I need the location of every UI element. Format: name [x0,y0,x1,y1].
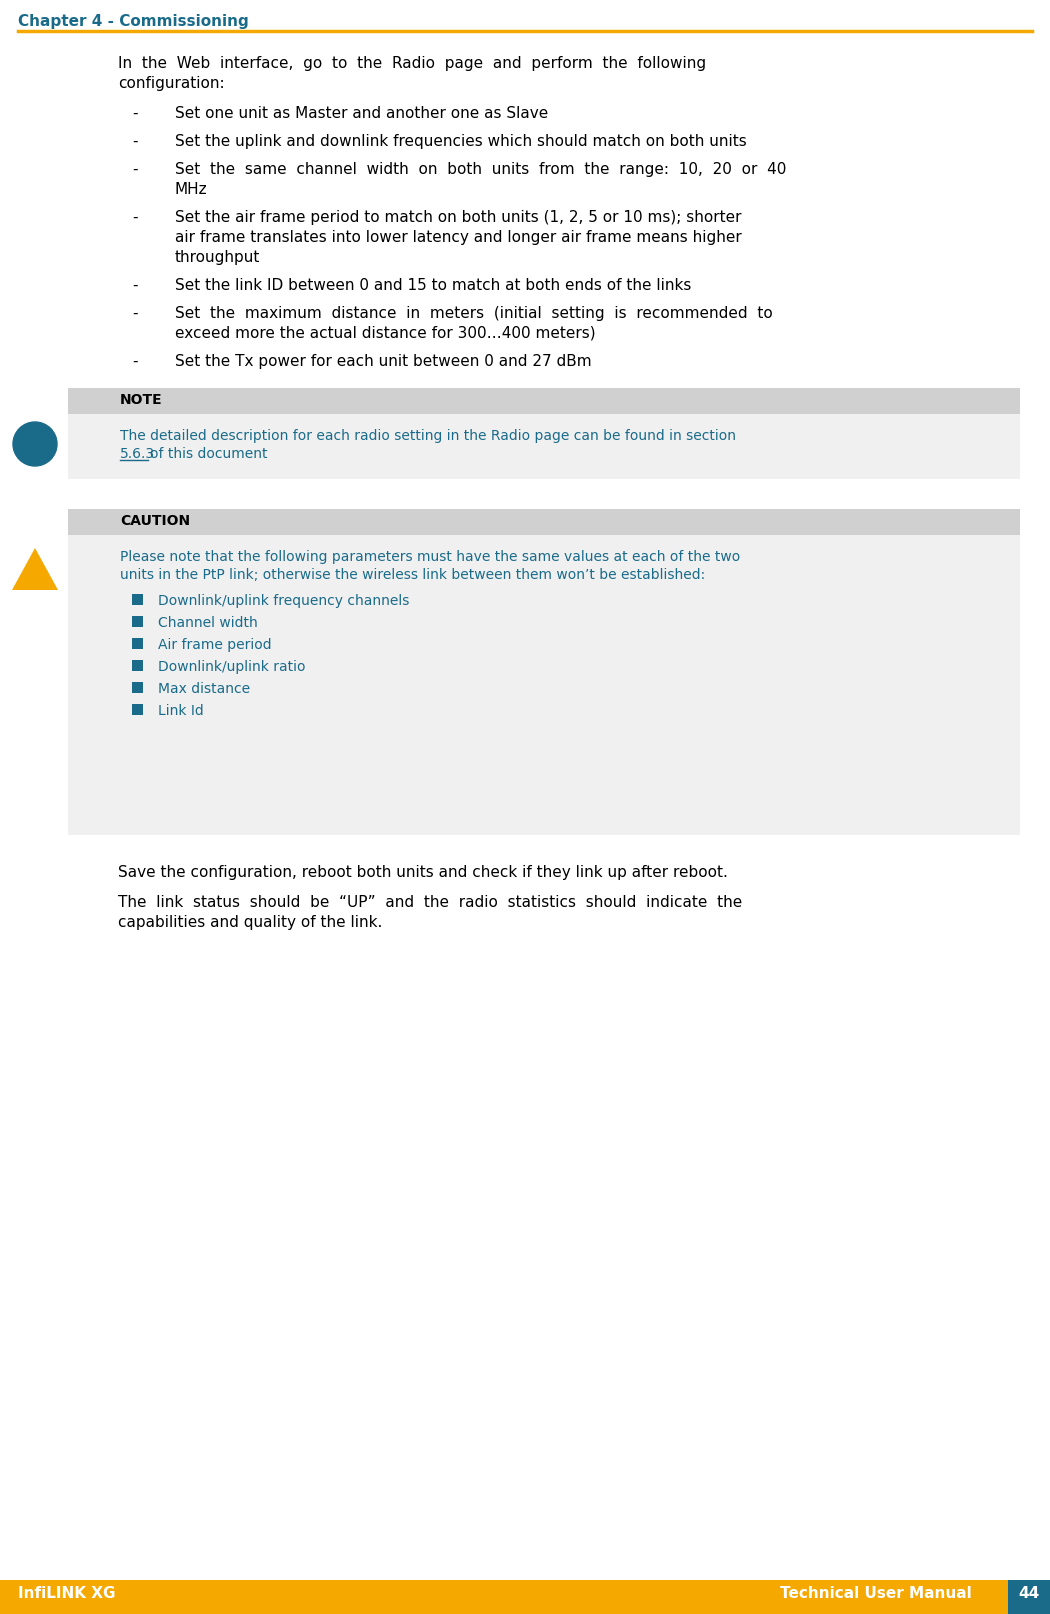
Text: Max distance: Max distance [158,683,250,696]
Text: Technical User Manual: Technical User Manual [780,1587,971,1601]
Text: -: - [132,210,138,224]
Text: !: ! [30,558,40,578]
FancyBboxPatch shape [132,638,143,649]
Text: -: - [132,161,138,178]
Text: MHz: MHz [175,182,208,197]
Text: 5.6.3: 5.6.3 [120,447,155,462]
FancyBboxPatch shape [68,415,1020,479]
Text: Set the Tx power for each unit between 0 and 27 dBm: Set the Tx power for each unit between 0… [175,353,591,370]
Text: -: - [132,107,138,121]
Text: InfiLINK XG: InfiLINK XG [18,1587,116,1601]
Text: Set  the  same  channel  width  on  both  units  from  the  range:  10,  20  or : Set the same channel width on both units… [175,161,786,178]
FancyBboxPatch shape [132,617,143,626]
Text: Please note that the following parameters must have the same values at each of t: Please note that the following parameter… [120,550,740,563]
Text: Save the configuration, reboot both units and check if they link up after reboot: Save the configuration, reboot both unit… [118,865,728,880]
Text: i: i [32,436,38,455]
Text: The detailed description for each radio setting in the Radio page can be found i: The detailed description for each radio … [120,429,736,442]
FancyBboxPatch shape [132,594,143,605]
Text: 44: 44 [1018,1587,1040,1601]
Text: -: - [132,134,138,148]
Text: of this document: of this document [150,447,268,462]
FancyBboxPatch shape [0,1580,1050,1614]
Text: throughput: throughput [175,250,260,265]
Text: -: - [132,353,138,370]
Text: NOTE: NOTE [120,392,163,407]
Text: In  the  Web  interface,  go  to  the  Radio  page  and  perform  the  following: In the Web interface, go to the Radio pa… [118,56,706,71]
Text: Set  the  maximum  distance  in  meters  (initial  setting  is  recommended  to: Set the maximum distance in meters (init… [175,307,773,321]
Text: Set the uplink and downlink frequencies which should match on both units: Set the uplink and downlink frequencies … [175,134,747,148]
Text: Channel width: Channel width [158,617,257,629]
Text: -: - [132,307,138,321]
Text: exceed more the actual distance for 300…400 meters): exceed more the actual distance for 300…… [175,326,595,341]
FancyBboxPatch shape [68,534,1020,834]
Text: units in the PtP link; otherwise the wireless link between them won’t be establi: units in the PtP link; otherwise the wir… [120,568,706,583]
Text: Air frame period: Air frame period [158,638,272,652]
FancyBboxPatch shape [132,683,143,692]
FancyBboxPatch shape [132,660,143,671]
Text: Set one unit as Master and another one as Slave: Set one unit as Master and another one a… [175,107,548,121]
FancyBboxPatch shape [68,508,1020,534]
Text: CAUTION: CAUTION [120,513,190,528]
Text: Set the link ID between 0 and 15 to match at both ends of the links: Set the link ID between 0 and 15 to matc… [175,278,691,294]
Text: air frame translates into lower latency and longer air frame means higher: air frame translates into lower latency … [175,231,741,245]
Text: Downlink/uplink frequency channels: Downlink/uplink frequency channels [158,594,410,608]
Polygon shape [12,549,58,591]
Circle shape [13,421,57,466]
Text: Chapter 4 - Commissioning: Chapter 4 - Commissioning [18,15,249,29]
Text: Set the air frame period to match on both units (1, 2, 5 or 10 ms); shorter: Set the air frame period to match on bot… [175,210,741,224]
Text: configuration:: configuration: [118,76,225,90]
Text: The  link  status  should  be  “UP”  and  the  radio  statistics  should  indica: The link status should be “UP” and the r… [118,896,742,910]
Text: Downlink/uplink ratio: Downlink/uplink ratio [158,660,306,675]
Text: -: - [132,278,138,294]
FancyBboxPatch shape [132,704,143,715]
Text: capabilities and quality of the link.: capabilities and quality of the link. [118,915,382,930]
FancyBboxPatch shape [68,387,1020,415]
FancyBboxPatch shape [1008,1580,1050,1614]
Text: Link Id: Link Id [158,704,204,718]
